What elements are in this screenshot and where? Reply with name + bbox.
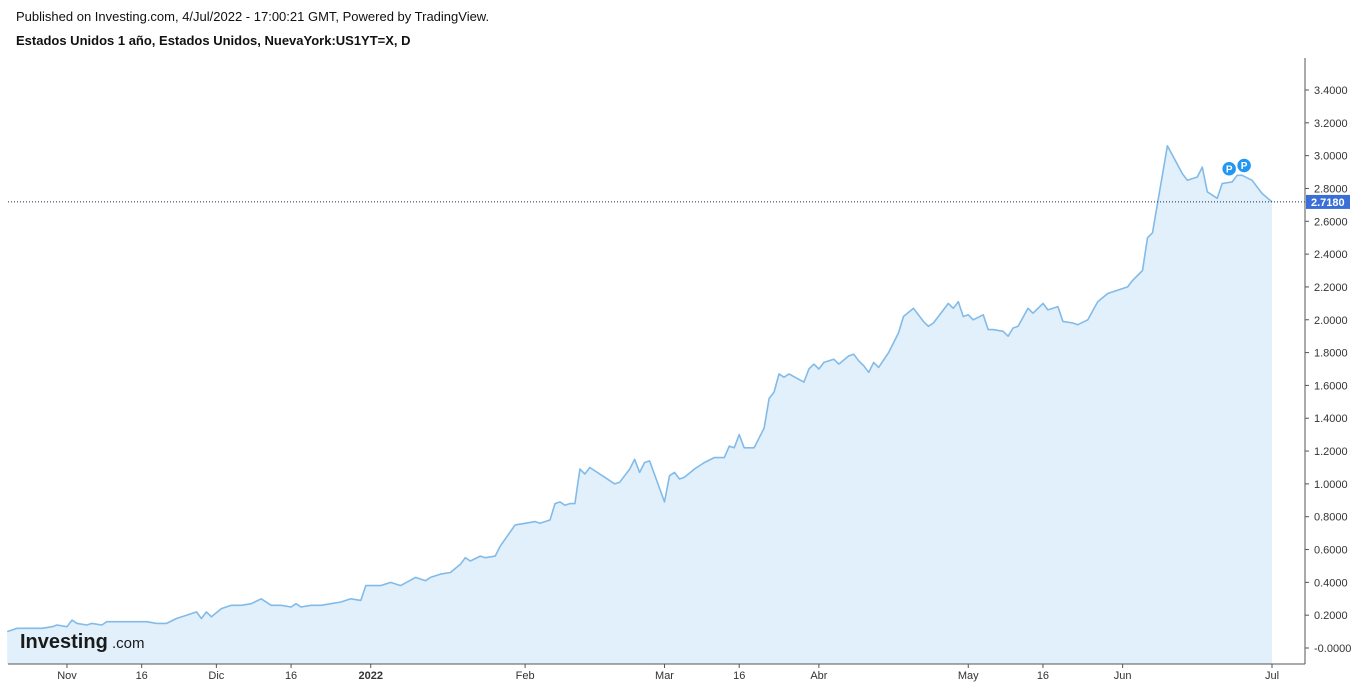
- y-tick-label: 2.0000: [1314, 315, 1348, 327]
- logo-main: Investing: [20, 631, 108, 653]
- y-tick-label: 1.0000: [1314, 479, 1348, 491]
- y-tick-label: 1.2000: [1314, 446, 1348, 458]
- last-price-layer: 2.7180: [8, 194, 1350, 209]
- event-marker-label: P: [1241, 161, 1248, 172]
- y-tick-label: 2.8000: [1314, 183, 1348, 195]
- x-tick-label: 16: [733, 670, 745, 682]
- x-tick-label: Nov: [57, 670, 77, 682]
- x-tick-label: Jun: [1114, 670, 1132, 682]
- series-line: [6, 145, 1273, 633]
- x-tick-label: Dic: [208, 670, 224, 682]
- event-marker: [1235, 157, 1253, 174]
- x-tick-label: Jul: [1265, 670, 1279, 682]
- y-tick-label: 2.6000: [1314, 216, 1348, 228]
- event-marker-label: P: [1226, 164, 1233, 175]
- last-price-label: 2.7180: [1311, 197, 1345, 209]
- y-tick-label: 1.4000: [1314, 413, 1348, 425]
- x-tick-label: Feb: [516, 670, 535, 682]
- y-tick-label: 1.6000: [1314, 380, 1348, 392]
- x-tick-label: 2022: [358, 670, 382, 682]
- area-layer: [6, 145, 1273, 665]
- x-tick-label: May: [958, 670, 979, 682]
- y-tick-label: 0.6000: [1314, 545, 1348, 557]
- x-tick-label: Mar: [655, 670, 674, 682]
- y-tick-label: 2.2000: [1314, 282, 1348, 294]
- y-tick-label: 1.8000: [1314, 348, 1348, 360]
- x-tick-label: 16: [1037, 670, 1049, 682]
- logo: Investing .com: [20, 631, 145, 653]
- published-caption: Published on Investing.com, 4/Jul/2022 -…: [16, 9, 490, 24]
- y-tick-label: 0.4000: [1314, 577, 1348, 589]
- y-tick-label: 0.2000: [1314, 610, 1348, 622]
- logo-suffix: .com: [112, 635, 145, 652]
- y-tick-label: 3.4000: [1314, 85, 1348, 97]
- y-tick-label: 3.0000: [1314, 151, 1348, 163]
- last-price-badge: [1306, 194, 1350, 209]
- y-tick-label: 0.8000: [1314, 512, 1348, 524]
- axis-layer: -0.0000 0.2000 0.4000 0.6000 0.8000 1.0000 1.2…: [8, 58, 1351, 682]
- x-tick-label: 16: [136, 670, 148, 682]
- x-tick-label: 16: [285, 670, 297, 682]
- y-tick-label: -0.0000: [1314, 643, 1351, 655]
- chart-title: Estados Unidos 1 año, Estados Unidos, Nu…: [16, 33, 411, 48]
- x-tick-label: Abr: [810, 670, 827, 682]
- series-area-fill: [7, 145, 1273, 665]
- y-tick-label: 2.4000: [1314, 249, 1348, 261]
- y-tick-label: 3.2000: [1314, 118, 1348, 130]
